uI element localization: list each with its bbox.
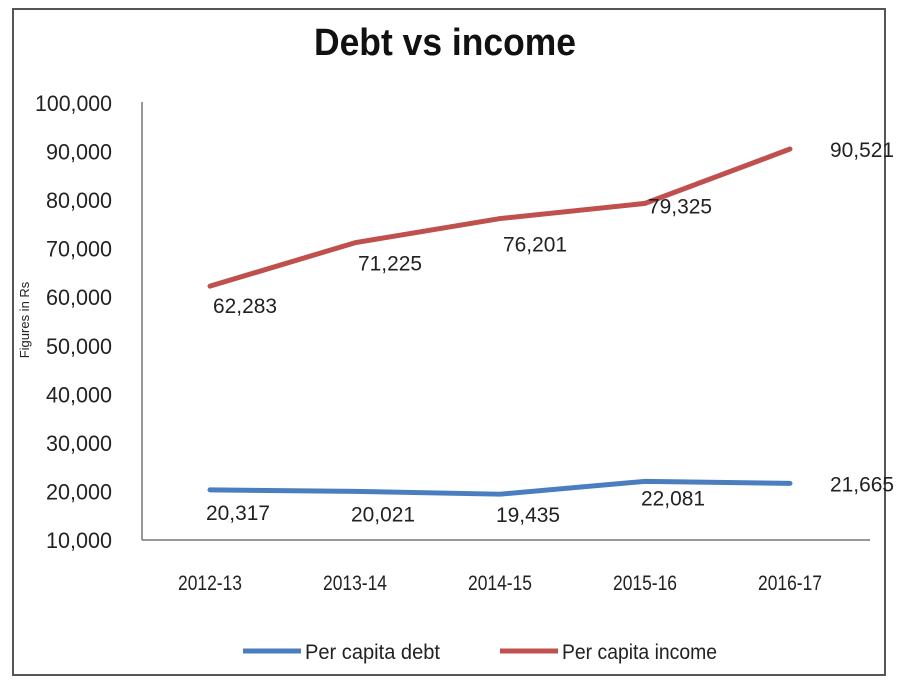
data-label: 79,325 bbox=[648, 195, 712, 218]
x-tick-label: 2013-14 bbox=[323, 572, 387, 595]
x-tick-label: 2014-15 bbox=[468, 572, 532, 595]
data-label: 76,201 bbox=[503, 234, 567, 257]
data-label: 22,081 bbox=[641, 487, 705, 510]
legend-label: Per capita income bbox=[562, 641, 717, 664]
x-tick-label: 2016-17 bbox=[758, 572, 822, 595]
data-label: 20,021 bbox=[351, 503, 415, 526]
chart-frame bbox=[12, 8, 886, 676]
y-tick-label: 40,000 bbox=[46, 382, 112, 407]
series-line-income bbox=[207, 146, 793, 289]
data-label: 19,435 bbox=[496, 504, 560, 527]
y-tick-label: 90,000 bbox=[46, 140, 112, 165]
y-axis-label: Figures in Rs bbox=[17, 281, 32, 358]
data-label: 20,317 bbox=[206, 502, 270, 525]
chart-title: Debt vs income bbox=[314, 22, 576, 64]
y-tick-label: 70,000 bbox=[46, 237, 112, 262]
series-line-debt bbox=[207, 478, 793, 497]
data-label: 71,225 bbox=[358, 253, 422, 276]
y-tick-label: 100,000 bbox=[35, 91, 112, 116]
y-tick-label: 20,000 bbox=[46, 479, 112, 504]
x-tick-label: 2015-16 bbox=[613, 572, 677, 595]
y-tick-label: 10,000 bbox=[46, 528, 112, 553]
legend-label: Per capita debt bbox=[305, 641, 440, 664]
y-tick-label: 60,000 bbox=[46, 285, 112, 310]
x-tick-label: 2012-13 bbox=[178, 572, 242, 595]
data-label: 62,283 bbox=[213, 295, 277, 318]
data-label: 21,665 bbox=[830, 473, 894, 496]
y-tick-label: 30,000 bbox=[46, 431, 112, 456]
y-tick-label: 80,000 bbox=[46, 188, 112, 213]
data-label: 90,521 bbox=[830, 139, 894, 162]
y-tick-label: 50,000 bbox=[46, 334, 112, 359]
